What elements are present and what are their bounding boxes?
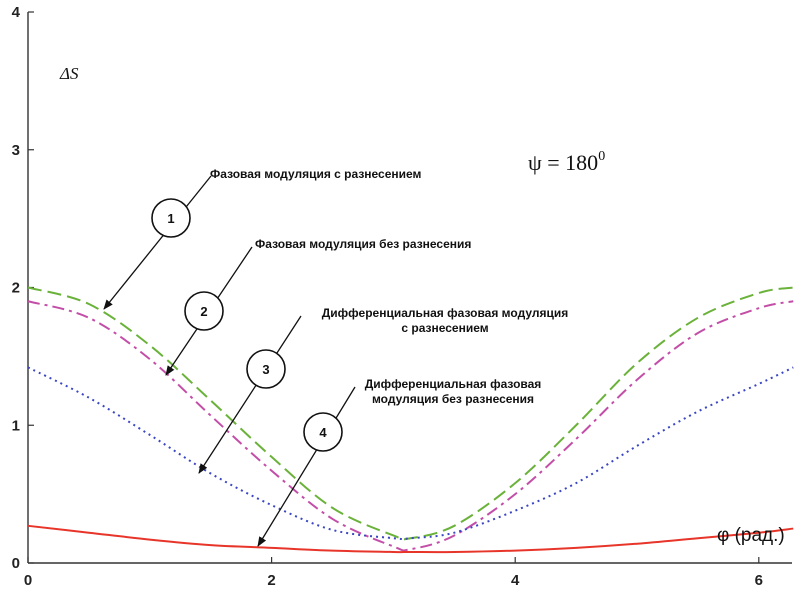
series-1-line [27, 286, 794, 541]
series-3-name: Дифференциальная фазовая модуляция с разн… [322, 306, 568, 335]
series-3-marker-number: 3 [262, 362, 269, 377]
series-4-name-line: Дифференциальная фазовая [365, 377, 542, 391]
series-3-name-line: с разнесением [401, 321, 488, 335]
y-tick-label: 0 [12, 555, 20, 572]
series-1-leader-arrow [103, 175, 212, 310]
y-axis-label: ΔS [59, 64, 79, 83]
psi-annotation-text: ψ = 180 [528, 150, 598, 175]
chart-axes: 0 1 2 3 4 0 2 4 6 [12, 4, 792, 589]
y-tick-label: 4 [12, 4, 21, 21]
x-tick-label: 2 [267, 572, 275, 589]
series-1-marker-number: 1 [167, 211, 174, 226]
series-3-name-line: Дифференциальная фазовая модуляция [322, 306, 568, 320]
y-tick-label: 1 [12, 417, 20, 434]
series-1-name: Фазовая модуляция с разнесением [210, 167, 422, 181]
series-2-name: Фазовая модуляция без разнесения [255, 237, 471, 251]
series-3-leader-arrow [198, 315, 302, 474]
psi-annotation: ψ = 1800 [528, 149, 605, 175]
series-4-leader-arrow [257, 386, 356, 547]
y-tick-label: 3 [12, 142, 20, 159]
y-tick-label: 2 [12, 280, 20, 297]
series-4-marker-number: 4 [319, 425, 327, 440]
series-4-name: Дифференциальная фазовая модуляция без ра… [365, 377, 542, 406]
psi-annotation-sup: 0 [598, 149, 605, 164]
x-tick-label: 6 [755, 572, 763, 589]
series-1-name-line: Фазовая модуляция с разнесением [210, 167, 422, 181]
x-ticks: 0 2 4 6 [24, 557, 763, 589]
series-2-name-line: Фазовая модуляция без разнесения [255, 237, 471, 251]
series-2-marker-number: 2 [200, 304, 207, 319]
series-1-marker-circle [151, 198, 191, 238]
series-4-name-line: модуляция без разнесения [372, 392, 534, 406]
series-4-marker-circle [303, 412, 343, 452]
series-2-marker-circle [184, 291, 224, 331]
series-lines [27, 286, 794, 554]
x-tick-label: 4 [511, 572, 520, 589]
series-3-marker-circle [246, 349, 286, 389]
series-4-line [27, 524, 794, 554]
x-tick-label: 0 [24, 572, 32, 589]
callouts: 1 Фазовая модуляция с разнесением 2 Фазовая… [103, 167, 568, 547]
x-axis-label: φ (рад.) [717, 525, 785, 546]
